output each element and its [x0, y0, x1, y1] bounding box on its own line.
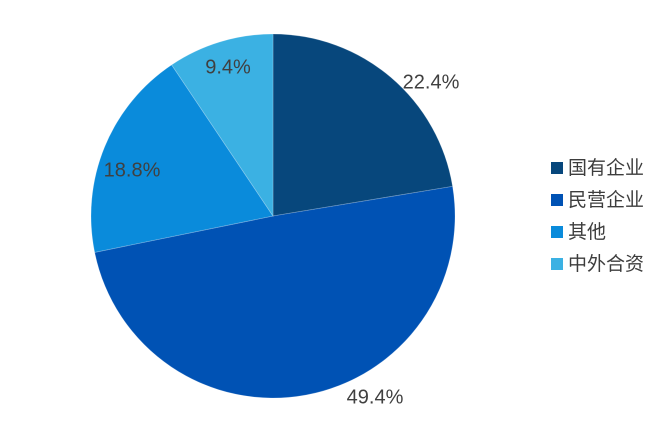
pie-slice-4	[171, 33, 274, 218]
pie-slice-3	[90, 64, 274, 253]
pie-slice-2	[94, 185, 456, 399]
legend-label: 国有企业	[568, 157, 645, 179]
legend-item-3: 其他	[551, 216, 644, 248]
pie-slice-1	[272, 33, 454, 217]
legend-label: 其他	[568, 221, 607, 243]
slice-label-4: 9.4%	[205, 56, 251, 79]
legend-item-4: 中外合资	[551, 248, 644, 280]
slice-label-2: 49.4%	[346, 386, 404, 409]
legend-swatch-icon	[551, 258, 563, 270]
slice-label-3: 18.8%	[103, 159, 161, 182]
legend-label: 中外合资	[568, 253, 645, 275]
legend-swatch-icon	[551, 162, 563, 174]
legend-item-1: 国有企业	[551, 152, 644, 184]
legend-swatch-icon	[551, 226, 563, 238]
legend-label: 民营企业	[568, 189, 645, 211]
slice-label-1: 22.4%	[402, 71, 460, 94]
chart-legend: 国有企业民营企业其他中外合资	[551, 152, 644, 280]
legend-swatch-icon	[551, 194, 563, 206]
legend-item-2: 民营企业	[551, 184, 644, 216]
